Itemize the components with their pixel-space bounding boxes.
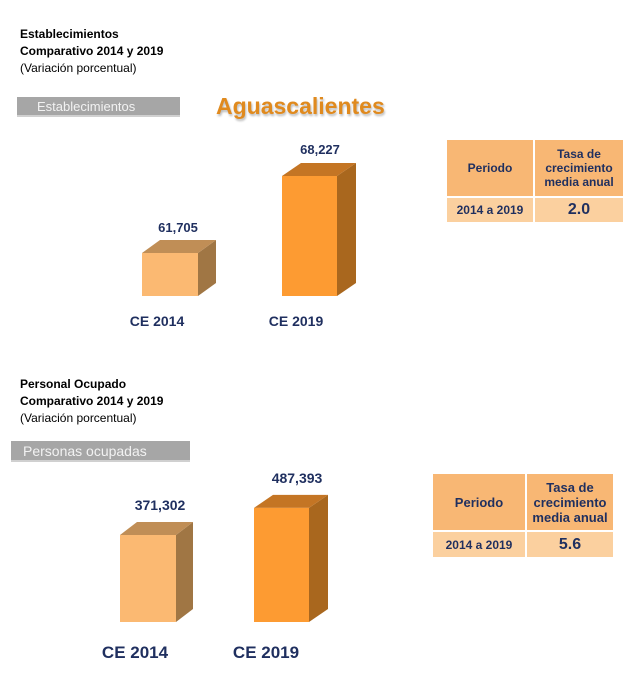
section2-title: Personal Ocupado — [20, 377, 127, 391]
bar-top — [282, 162, 356, 176]
table-cell-rate: 5.6 — [527, 532, 613, 557]
section2-subtitle: Comparativo 2014 y 2019 — [20, 394, 164, 408]
bar-ce-2019 — [254, 507, 309, 622]
bar-value-label: 487,393 — [271, 470, 323, 486]
growth-rate-table: Periodo Tasa de crecimiento media anual 2… — [445, 138, 625, 224]
section2-note: (Variación porcentual) — [20, 411, 137, 425]
table-header-period: Periodo — [447, 140, 533, 196]
bar-side — [337, 162, 356, 296]
growth-rate-table: Periodo Tasa de crecimiento media anual 2… — [431, 472, 615, 559]
bar-ce-2014 — [120, 535, 176, 622]
category-label: CE 2019 — [232, 643, 300, 662]
bar-value-label: 371,302 — [134, 497, 186, 513]
table-cell-rate: 2.0 — [535, 198, 623, 222]
table-header-period: Periodo — [433, 474, 525, 530]
bar-side — [198, 240, 216, 296]
bar-top — [120, 522, 193, 536]
section1-title: Establecimientos — [20, 27, 119, 41]
bar-side — [176, 522, 193, 622]
section1-header: Establecimientos Comparativo 2014 y 2019… — [20, 26, 163, 77]
section1-subtitle: Comparativo 2014 y 2019 — [20, 44, 164, 58]
category-label: CE 2014 — [129, 313, 185, 329]
section1-banner: Establecimientos — [17, 97, 180, 117]
bar-top — [254, 494, 328, 508]
bar-value-label: 68,227 — [300, 142, 340, 157]
bar-ce-2014 — [142, 253, 198, 296]
section1-note: (Variación porcentual) — [20, 61, 137, 75]
table-header-rate: Tasa de crecimiento media anual — [527, 474, 613, 530]
table-header-rate: Tasa de crecimiento media anual — [535, 140, 623, 196]
table-cell-period: 2014 a 2019 — [433, 532, 525, 557]
bar-ce-2019 — [282, 175, 337, 296]
section2-header: Personal Ocupado Comparativo 2014 y 2019… — [20, 376, 163, 427]
category-label: CE 2019 — [268, 313, 324, 329]
bar-value-label: 61,705 — [158, 220, 198, 235]
category-label: CE 2014 — [101, 643, 169, 662]
table-cell-period: 2014 a 2019 — [447, 198, 533, 222]
state-title: Aguascalientes — [216, 93, 385, 119]
section2-banner: Personas ocupadas — [11, 441, 190, 462]
bar-top — [142, 240, 216, 254]
bar-side — [309, 494, 328, 622]
